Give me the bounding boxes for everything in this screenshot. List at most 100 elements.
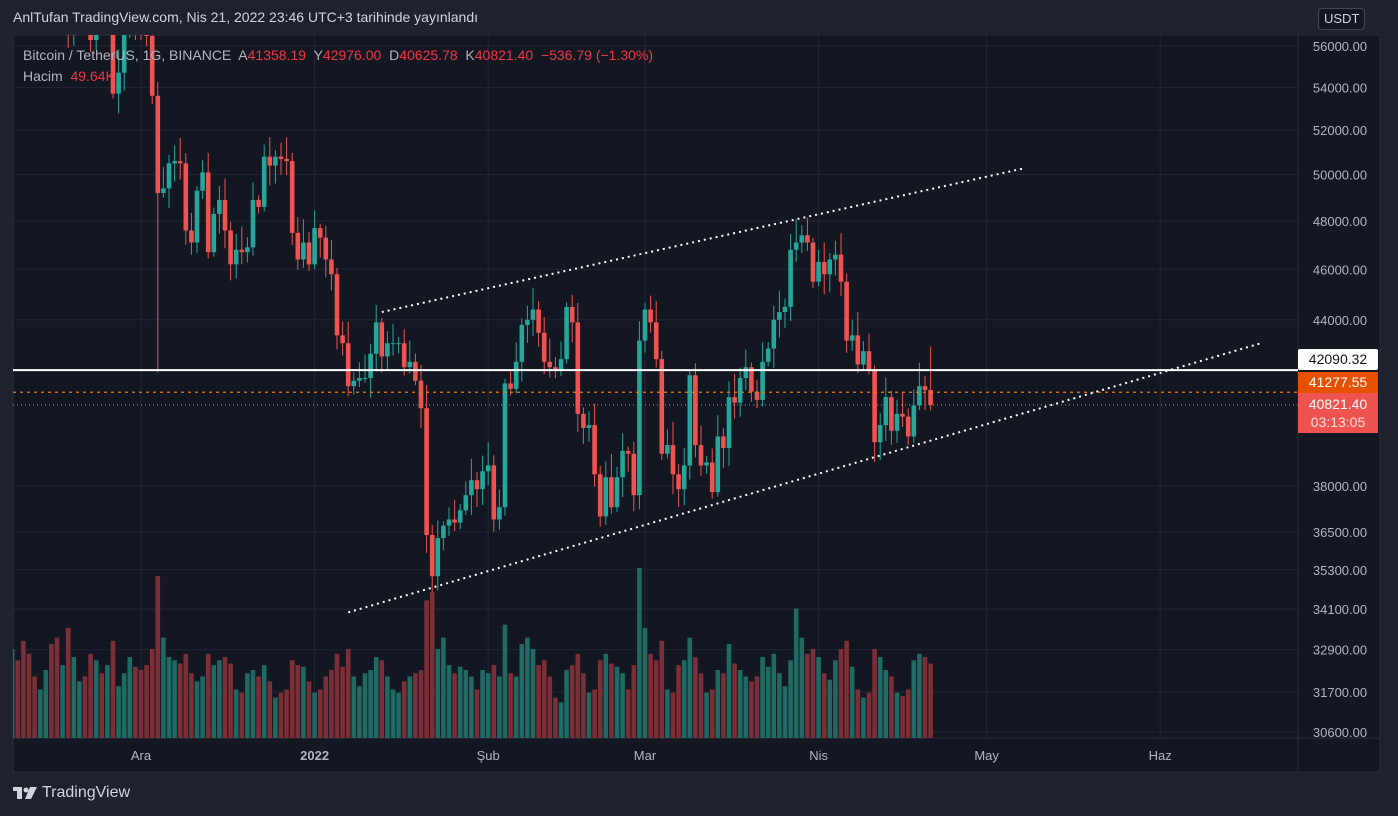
candle-body — [469, 480, 474, 496]
volume-bar — [519, 644, 525, 738]
volume-bar — [777, 673, 782, 738]
candle-body — [340, 335, 345, 344]
candle-body — [312, 228, 317, 265]
volume-bar — [379, 660, 385, 738]
low-label: D — [389, 47, 400, 63]
candle-body — [66, 0, 71, 28]
volume-bar — [877, 657, 883, 738]
candle-body — [457, 510, 463, 523]
volume-bar — [245, 673, 250, 738]
candle-body — [631, 453, 637, 496]
candle-body — [844, 281, 849, 341]
candle-body — [390, 343, 396, 345]
volume-bar — [805, 653, 810, 738]
time-tick-label: May — [974, 748, 999, 763]
volume-bar — [401, 681, 407, 738]
candle-body — [894, 413, 900, 431]
candle-body — [250, 199, 256, 248]
candle-body — [452, 519, 457, 523]
volume-bar — [166, 657, 172, 738]
volume-bar — [754, 676, 760, 738]
candle-body — [911, 405, 917, 437]
volume-bar — [502, 624, 508, 738]
volume-bar — [222, 657, 228, 738]
candle-body — [777, 312, 782, 320]
candle-body — [586, 425, 592, 428]
volume-bar — [469, 676, 474, 738]
volume-bar — [273, 697, 278, 738]
change-value: −536.79 (−1.30%) — [540, 47, 654, 63]
volume-bar — [323, 676, 329, 738]
volume-bar — [693, 657, 698, 738]
candle-body — [900, 413, 905, 417]
candle-body — [665, 445, 670, 454]
symbol-name[interactable]: Bitcoin / TetherUS, 1G, BINANCE — [23, 47, 232, 63]
bar-countdown: 03:13:05 — [1310, 414, 1366, 430]
candle-body — [536, 309, 541, 333]
volume-bar — [631, 665, 637, 738]
volume-bar — [648, 653, 653, 738]
candle-body — [474, 480, 480, 490]
volume-bar — [508, 673, 513, 738]
candle-body — [485, 465, 491, 472]
volume-bar — [161, 637, 166, 738]
volume-bar — [54, 637, 60, 738]
volume-bar — [357, 686, 362, 738]
candle-body — [289, 161, 295, 233]
high-label: Y — [313, 47, 323, 63]
volume-bar — [133, 666, 138, 738]
candle-body — [681, 465, 687, 490]
candle-body — [771, 319, 777, 349]
volume-bar — [833, 660, 838, 738]
volume-bar — [429, 592, 435, 738]
volume-bar — [200, 676, 205, 738]
chart-legend: Bitcoin / TetherUS, 1G, BINANCE A41358.1… — [23, 45, 653, 87]
volume-bar — [37, 689, 43, 738]
price-tick-label: 48000.00 — [1313, 214, 1367, 229]
volume-bar — [385, 676, 390, 738]
volume-bar — [284, 689, 289, 738]
last-price: 40821.40 — [1308, 396, 1368, 412]
volume-bar — [894, 692, 900, 738]
currency-badge[interactable]: USDT — [1318, 8, 1366, 30]
tradingview-logo[interactable]: TradingView — [13, 784, 130, 802]
candle-body — [239, 249, 245, 253]
candle-body — [110, 35, 116, 94]
volume-bar — [743, 676, 749, 738]
candle-body — [889, 397, 894, 431]
candle-body — [855, 335, 861, 365]
candle-body — [760, 361, 765, 400]
price-tick-label: 31700.00 — [1313, 685, 1367, 700]
price-tick-label: 50000.00 — [1313, 168, 1367, 183]
volume-bar — [553, 697, 558, 738]
candle-body — [407, 361, 413, 368]
volume-bar — [625, 689, 631, 738]
volume-bar — [670, 692, 676, 738]
ohlc-legend: Bitcoin / TetherUS, 1G, BINANCE A41358.1… — [23, 45, 653, 66]
volume-bar — [127, 657, 133, 738]
volume-bar — [827, 679, 833, 738]
orange-line-price-label: 41277.55 — [1298, 372, 1378, 393]
volume-bar — [698, 673, 704, 738]
volume-bar — [883, 670, 889, 738]
time-tick-label: Mar — [634, 748, 657, 763]
candle-body — [597, 474, 603, 517]
candle-body — [575, 322, 581, 414]
volume-bar — [312, 692, 317, 738]
volume-bar — [799, 637, 805, 738]
volume-bar — [569, 665, 575, 738]
volume-bar — [82, 676, 88, 738]
volume-bar — [155, 576, 161, 738]
volume-bar — [793, 608, 799, 738]
candle-body — [653, 322, 659, 360]
volume-bar — [855, 689, 861, 738]
volume-bar — [614, 666, 620, 738]
volume-bar — [261, 665, 267, 738]
candle-body — [261, 156, 267, 207]
volume-bar — [99, 673, 105, 738]
candle-body — [732, 397, 737, 403]
volume-bar — [911, 660, 917, 738]
volume-bar — [497, 676, 502, 738]
candle-body — [620, 450, 625, 478]
